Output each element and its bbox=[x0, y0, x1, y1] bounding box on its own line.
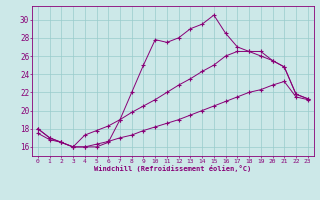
X-axis label: Windchill (Refroidissement éolien,°C): Windchill (Refroidissement éolien,°C) bbox=[94, 165, 252, 172]
